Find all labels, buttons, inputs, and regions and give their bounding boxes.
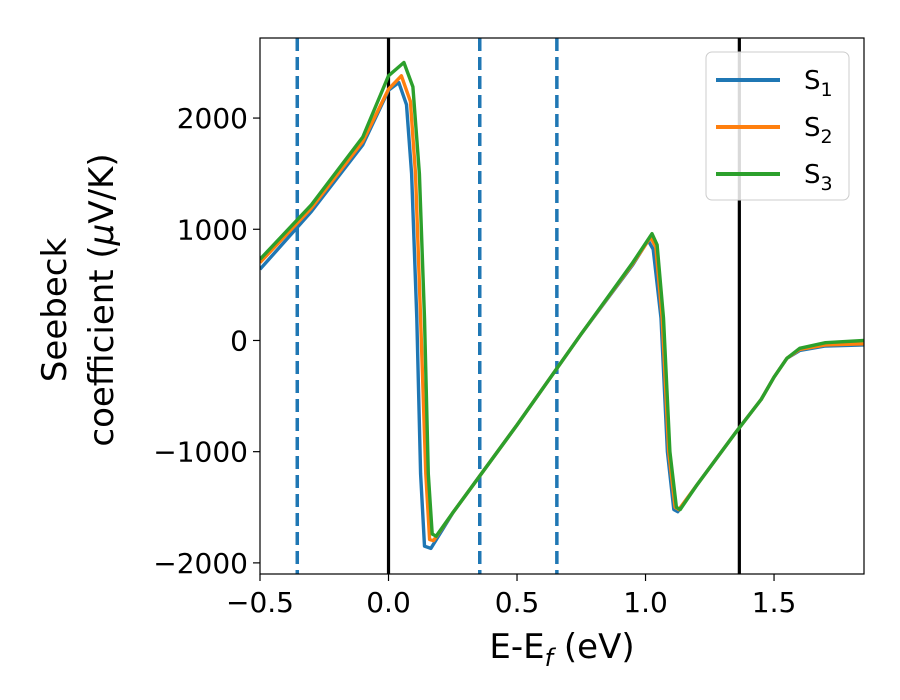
y-axis-ticks: −2000 −1000 0 1000 2000 bbox=[153, 102, 260, 580]
y-tick-label: −1000 bbox=[153, 436, 248, 469]
x-axis-ticks: −0.5 0.0 0.5 1.0 1.5 bbox=[226, 574, 796, 619]
series-lines bbox=[260, 60, 864, 551]
y-tick-label: 2000 bbox=[177, 102, 248, 135]
x-tick-label: 0.0 bbox=[366, 586, 411, 619]
x-axis-title: E-Ef (eV) bbox=[489, 627, 634, 672]
y-tick-label: 1000 bbox=[177, 213, 248, 246]
y-axis-title-line2: coefficient (μV/K) bbox=[82, 153, 122, 446]
legend-label-s3: S3 bbox=[804, 160, 833, 195]
legend-label-s2: S2 bbox=[804, 113, 833, 148]
y-axis-title: Seebeck coefficient (μV/K) bbox=[35, 153, 122, 446]
legend: S1 S2 S3 bbox=[705, 51, 850, 201]
x-tick-label: 1.5 bbox=[752, 586, 797, 619]
y-axis-title-line1: Seebeck bbox=[35, 238, 75, 383]
x-tick-label: −0.5 bbox=[226, 586, 294, 619]
legend-label-s1: S1 bbox=[804, 66, 833, 101]
x-tick-label: 0.5 bbox=[495, 586, 540, 619]
x-tick-label: 1.0 bbox=[623, 586, 668, 619]
y-tick-label: −2000 bbox=[153, 547, 248, 580]
series-line-s3 bbox=[260, 60, 864, 538]
plot-frame bbox=[259, 37, 865, 575]
y-tick-label: 0 bbox=[230, 324, 248, 357]
